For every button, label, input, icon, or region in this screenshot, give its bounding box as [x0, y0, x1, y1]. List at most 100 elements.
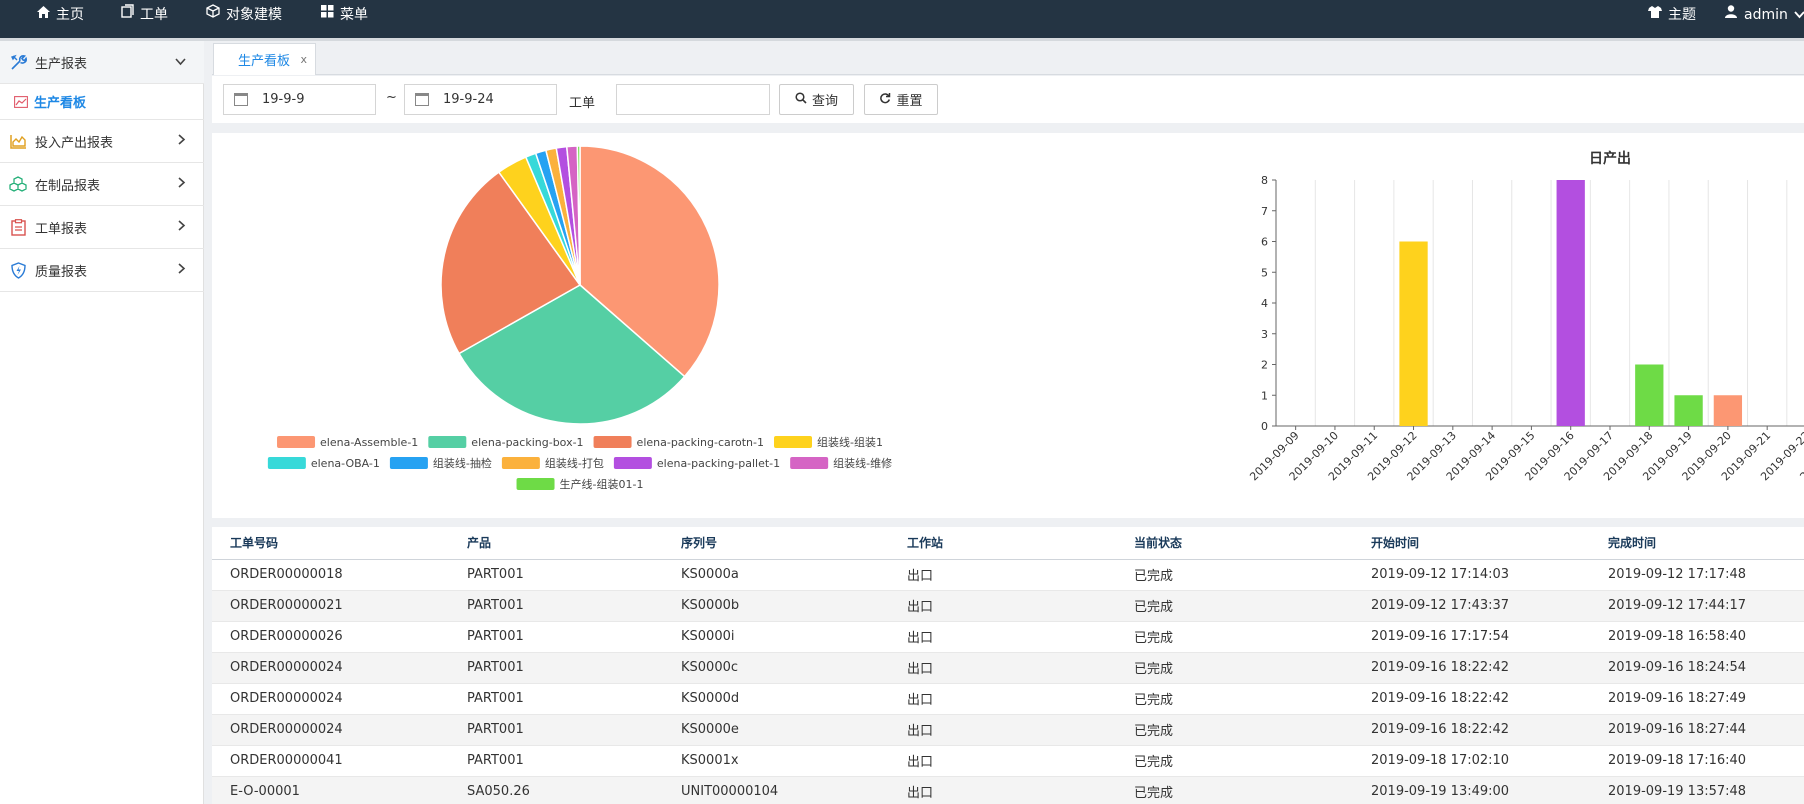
- document-icon: [120, 0, 134, 30]
- chevron-right-icon: [178, 134, 186, 148]
- table-cell: SA050.26: [449, 776, 663, 804]
- sidebar-group-production-report[interactable]: 生产报表: [0, 41, 204, 84]
- tab-production-board[interactable]: 生产看板 x: [213, 43, 316, 75]
- pie-slice[interactable]: [579, 145, 720, 378]
- query-button[interactable]: 查询: [779, 84, 854, 115]
- y-tick-label: 7: [1261, 205, 1268, 218]
- table-cell: 已完成: [1116, 745, 1353, 777]
- table-cell: KS0000d: [663, 683, 889, 715]
- column-header-finish-time[interactable]: 完成时间: [1590, 527, 1804, 560]
- user-menu[interactable]: admin: [1724, 0, 1804, 30]
- nav-home[interactable]: 主页: [36, 0, 84, 30]
- sidebar-group-wip-report[interactable]: 在制品报表: [0, 163, 204, 206]
- table-cell: 出口: [889, 652, 1116, 684]
- table-row[interactable]: ORDER00000024 PART001 KS0000c 出口 已完成 2019-09-…: [212, 652, 1804, 684]
- legend-label: 生产线-组装01-1: [560, 477, 644, 491]
- bar[interactable]: [1674, 395, 1703, 426]
- sidebar-group-label: 质量报表: [35, 264, 88, 280]
- table-cell: ORDER00000041: [212, 745, 449, 777]
- end-date-field[interactable]: 19-9-24: [404, 84, 557, 115]
- sidebar-group-work-order-report[interactable]: 工单报表: [0, 206, 204, 249]
- tab-label: 生产看板: [238, 54, 291, 69]
- theme-button[interactable]: 主题: [1648, 0, 1696, 30]
- table-row[interactable]: ORDER00000024 PART001 KS0000d 出口 已完成 2019-09-…: [212, 683, 1804, 715]
- close-icon[interactable]: x: [300, 53, 307, 66]
- table-row[interactable]: ORDER00000018 PART001 KS0000a 出口 已完成 2019-09-…: [212, 559, 1804, 591]
- bar[interactable]: [1635, 364, 1664, 427]
- table-cell: 出口: [889, 621, 1116, 653]
- table-row[interactable]: E-O-00001 SA050.26 UNIT00000104 出口 已完成 2019-0…: [212, 776, 1804, 804]
- column-header-product[interactable]: 产品: [449, 527, 663, 560]
- table-row[interactable]: ORDER00000026 PART001 KS0000i 出口 已完成 2019-09-…: [212, 621, 1804, 653]
- clipboard-icon: [9, 218, 27, 236]
- sidebar-gutter: [204, 41, 212, 804]
- table-cell: ORDER00000024: [212, 652, 449, 684]
- column-header-station[interactable]: 工作站: [889, 527, 1116, 560]
- legend-item[interactable]: 组装线-组装1: [774, 435, 883, 449]
- user-icon: [1724, 0, 1738, 30]
- start-date-field[interactable]: 19-9-9: [223, 84, 376, 115]
- sidebar-item-production-board[interactable]: 生产看板: [0, 84, 204, 120]
- sidebar-group-label: 投入产出报表: [35, 135, 114, 151]
- pie-slice[interactable]: [458, 284, 686, 425]
- column-header-serial-no[interactable]: 序列号: [663, 527, 889, 560]
- work-order-table-panel: 工单号码 产品 序列号 工作站 当前状态 开始时间 完成时间 ORDER0000…: [212, 527, 1804, 804]
- legend-item[interactable]: 组装线-抽检: [389, 456, 492, 470]
- table-header-row: 工单号码 产品 序列号 工作站 当前状态 开始时间 完成时间: [212, 527, 1804, 560]
- legend-item[interactable]: 生产线-组装01-1: [516, 477, 644, 491]
- legend-label: elena-packing-carotn-1: [637, 436, 764, 449]
- table-row[interactable]: ORDER00000021 PART001 KS0000b 出口 已完成 2019-09-…: [212, 590, 1804, 622]
- table-cell: 已完成: [1116, 683, 1353, 715]
- legend-swatch: [516, 478, 555, 490]
- reset-button[interactable]: 重置: [864, 84, 938, 115]
- area-chart-icon: [9, 132, 27, 150]
- table-cell: UNIT00000104: [663, 776, 889, 804]
- legend-item[interactable]: elena-packing-pallet-1: [613, 457, 780, 470]
- legend-item[interactable]: 组装线-打包: [501, 456, 604, 470]
- table-cell: KS0000c: [663, 652, 889, 684]
- table-row[interactable]: ORDER00000041 PART001 KS0001x 出口 已完成 2019-09-…: [212, 745, 1804, 777]
- table-cell: 2019-09-18 17:16:40: [1590, 745, 1804, 777]
- pie-slice[interactable]: [440, 171, 582, 355]
- legend-swatch: [389, 457, 428, 469]
- legend-item[interactable]: elena-packing-box-1: [428, 436, 584, 449]
- calendar-icon: [415, 93, 429, 106]
- table-cell: KS0000b: [663, 590, 889, 622]
- table-row[interactable]: ORDER00000024 PART001 KS0000e 出口 已完成 2019-09-…: [212, 714, 1804, 746]
- legend-item[interactable]: elena-Assemble-1: [277, 436, 418, 449]
- user-label: admin: [1744, 7, 1788, 23]
- cube-icon: [206, 0, 220, 30]
- nav-work-order[interactable]: 工单: [120, 0, 168, 30]
- table-cell: 2019-09-12 17:43:37: [1353, 590, 1590, 622]
- y-tick-label: 1: [1261, 389, 1268, 402]
- table-cell: 2019-09-12 17:17:48: [1590, 559, 1804, 591]
- legend-item[interactable]: 组装线-维修: [790, 456, 892, 470]
- pie-slice[interactable]: [576, 145, 581, 286]
- table-cell: 2019-09-12 17:14:03: [1353, 559, 1590, 591]
- work-order-input[interactable]: [616, 84, 770, 115]
- bar[interactable]: [1399, 241, 1428, 427]
- end-date-value: 19-9-24: [443, 92, 494, 107]
- legend-item[interactable]: elena-OBA-1: [267, 457, 380, 470]
- bar[interactable]: [1713, 395, 1743, 426]
- y-tick-label: 3: [1261, 328, 1268, 341]
- sidebar-group-input-output-report[interactable]: 投入产出报表: [0, 120, 204, 163]
- nav-object-modeling[interactable]: 对象建模: [206, 0, 282, 30]
- sidebar-sub-label: 生产看板: [34, 96, 87, 111]
- area-chart-icon: [14, 95, 28, 109]
- column-header-order-no[interactable]: 工单号码: [212, 527, 449, 560]
- sidebar-group-quality-report[interactable]: 质量报表: [0, 249, 204, 292]
- legend-item[interactable]: elena-packing-carotn-1: [593, 436, 764, 449]
- legend-label: elena-packing-pallet-1: [657, 457, 780, 470]
- legend-label: 组装线-维修: [833, 456, 892, 470]
- y-tick-label: 2: [1261, 359, 1268, 372]
- legend-label: elena-Assemble-1: [320, 436, 418, 449]
- column-header-status[interactable]: 当前状态: [1116, 527, 1353, 560]
- table-cell: 2019-09-12 17:44:17: [1590, 590, 1804, 622]
- calendar-icon: [234, 93, 248, 106]
- nav-menu[interactable]: 菜单: [320, 0, 368, 30]
- table-cell: 已完成: [1116, 590, 1353, 622]
- column-header-start-time[interactable]: 开始时间: [1353, 527, 1590, 560]
- bar[interactable]: [1556, 180, 1585, 426]
- table-cell: 出口: [889, 745, 1116, 777]
